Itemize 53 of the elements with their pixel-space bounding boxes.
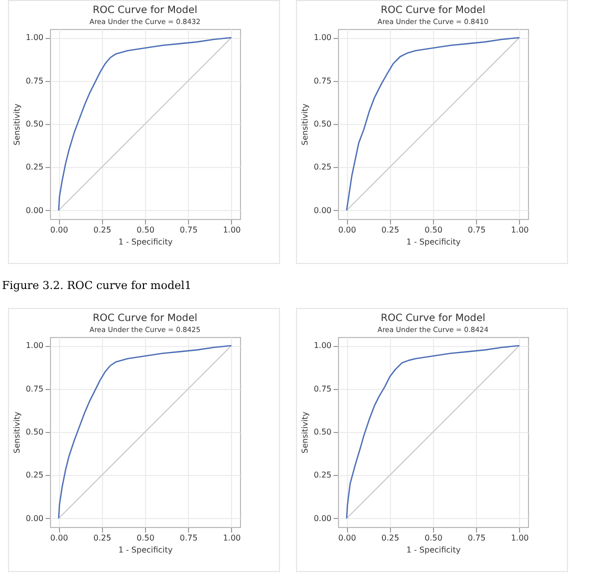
y-axis-title: Sensitivity — [300, 411, 310, 454]
x-axis-title: 1 - Specificity — [406, 238, 461, 246]
chart-title: ROC Curve for Model — [380, 313, 486, 324]
chart-title: ROC Curve for Model — [92, 313, 198, 324]
y-axis-title: Sensitivity — [12, 411, 22, 454]
x-tick-label: 1.00 — [510, 534, 529, 542]
y-tick-label: 0.75 — [26, 76, 44, 86]
x-tick-label: 0.50 — [136, 534, 154, 542]
x-tick-label: 1.00 — [222, 226, 241, 234]
y-tick-label: 0.00 — [314, 206, 332, 215]
x-tick-label: 0.00 — [50, 226, 68, 234]
y-tick-label: 0.75 — [314, 384, 332, 394]
x-tick-label: 0.75 — [468, 226, 486, 234]
y-tick-label: 0.50 — [314, 120, 332, 128]
y-tick-label: 0.00 — [26, 514, 44, 523]
x-axis-title: 1 - Specificity — [406, 546, 461, 554]
y-tick-label: 0.00 — [314, 514, 332, 523]
x-axis-title: 1 - Specificity — [118, 546, 173, 554]
x-tick-label: 0.25 — [93, 226, 112, 234]
y-axis-title: Sensitivity — [12, 103, 22, 146]
x-tick-label: 0.00 — [338, 534, 356, 542]
x-tick-label: 1.00 — [222, 534, 241, 542]
y-tick-label: 0.50 — [26, 428, 44, 436]
y-tick-label: 0.25 — [314, 470, 332, 480]
y-tick-label: 0.00 — [26, 206, 44, 215]
y-tick-label: 1.00 — [314, 33, 332, 42]
y-tick-label: 1.00 — [314, 341, 332, 350]
x-tick-label: 0.25 — [381, 534, 400, 542]
y-tick-label: 0.25 — [26, 470, 44, 480]
x-tick-label: 0.50 — [424, 226, 442, 234]
x-tick-label: 0.50 — [424, 534, 442, 542]
chart-title: ROC Curve for Model — [92, 5, 198, 16]
x-axis-title: 1 - Specificity — [118, 238, 173, 246]
x-tick-label: 1.00 — [510, 226, 529, 234]
y-tick-label: 0.50 — [314, 428, 332, 436]
y-tick-label: 0.75 — [26, 384, 44, 394]
y-tick-label: 0.50 — [26, 120, 44, 128]
y-tick-label: 0.25 — [26, 162, 44, 172]
y-axis-title: Sensitivity — [300, 103, 310, 146]
x-tick-label: 0.75 — [180, 534, 198, 542]
x-tick-label: 0.25 — [93, 534, 112, 542]
x-tick-label: 0.75 — [468, 534, 486, 542]
x-tick-label: 0.00 — [50, 534, 68, 542]
x-tick-label: 0.00 — [338, 226, 356, 234]
x-tick-label: 0.50 — [136, 226, 154, 234]
x-tick-label: 0.25 — [381, 226, 400, 234]
y-tick-label: 0.75 — [314, 76, 332, 86]
x-tick-label: 0.75 — [180, 226, 198, 234]
caption: Figure 3.2. ROC curve for model1 — [1, 278, 193, 294]
chart-title: ROC Curve for Model — [380, 5, 486, 16]
y-tick-label: 0.25 — [314, 162, 332, 172]
y-tick-label: 1.00 — [26, 341, 44, 350]
y-tick-label: 1.00 — [26, 33, 44, 42]
